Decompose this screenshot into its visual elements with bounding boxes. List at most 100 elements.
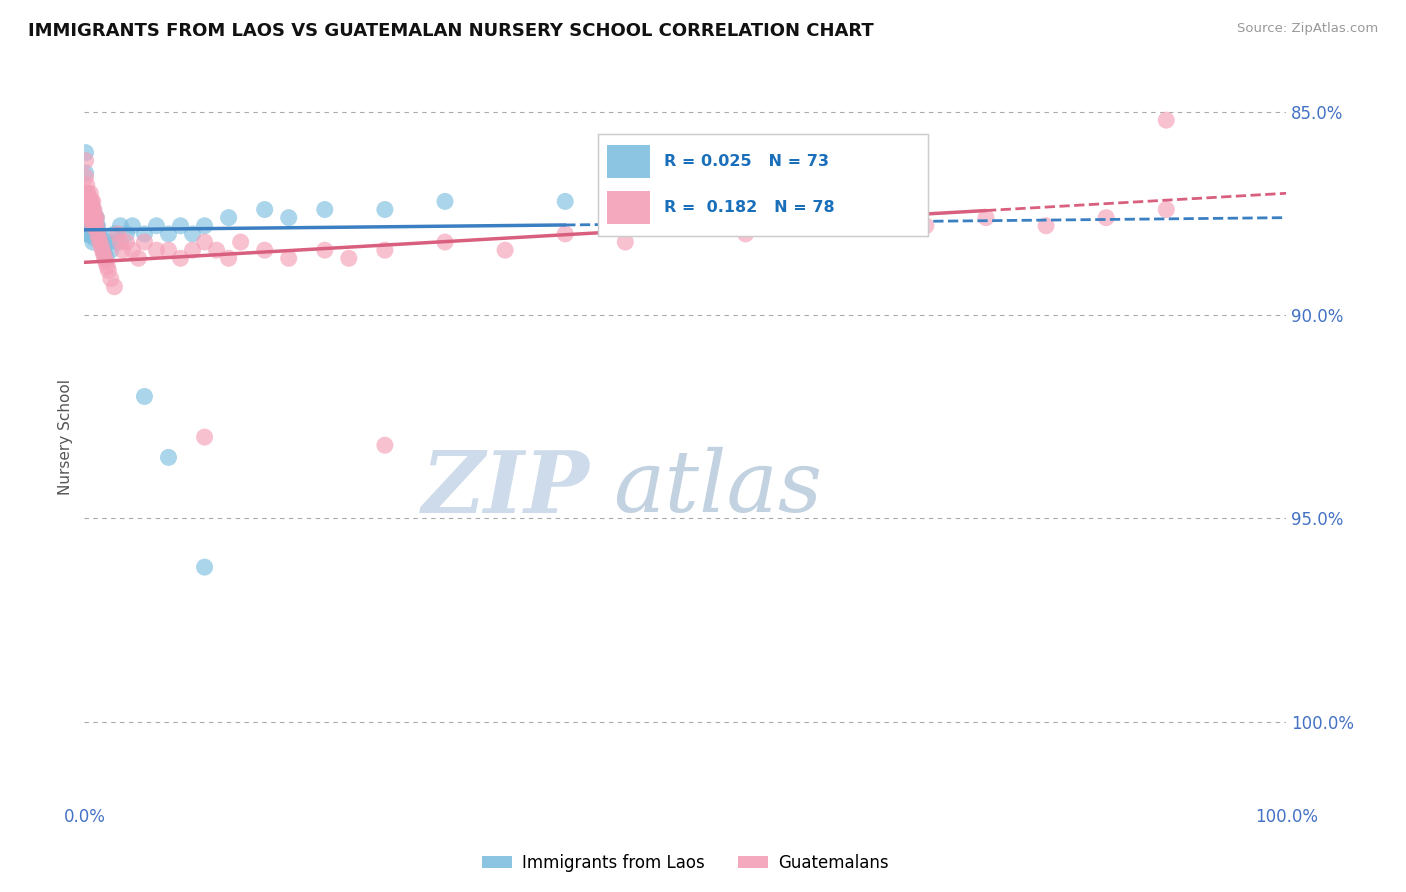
- Point: [494, 243, 516, 257]
- Point: [121, 219, 143, 233]
- Point: [100, 243, 122, 257]
- Point: [86, 211, 108, 225]
- Point: [157, 243, 180, 257]
- Point: [194, 235, 217, 249]
- Point: [77, 202, 100, 217]
- Point: [194, 430, 217, 444]
- Point: [1095, 211, 1118, 225]
- Point: [75, 186, 97, 201]
- Point: [82, 194, 104, 209]
- Point: [1156, 202, 1178, 217]
- Point: [80, 202, 103, 217]
- Point: [79, 194, 101, 209]
- Point: [134, 227, 156, 241]
- Bar: [607, 145, 651, 178]
- Point: [94, 252, 117, 266]
- Point: [90, 239, 112, 253]
- Point: [434, 194, 457, 209]
- Point: [86, 227, 108, 241]
- Point: [554, 227, 576, 241]
- Point: [794, 219, 817, 233]
- Point: [80, 211, 103, 225]
- Point: [82, 235, 104, 249]
- Point: [75, 145, 97, 160]
- Point: [77, 194, 100, 209]
- Point: [79, 186, 101, 201]
- Point: [76, 194, 98, 209]
- Point: [77, 211, 100, 225]
- Point: [218, 211, 240, 225]
- Point: [111, 243, 134, 257]
- Point: [314, 202, 336, 217]
- Point: [134, 235, 156, 249]
- Point: [855, 211, 877, 225]
- Point: [84, 211, 107, 225]
- Point: [84, 211, 107, 225]
- Point: [1035, 219, 1057, 233]
- Point: [105, 235, 128, 249]
- Point: [374, 438, 396, 452]
- Point: [80, 194, 103, 209]
- Point: [86, 219, 108, 233]
- Point: [734, 227, 756, 241]
- Point: [103, 279, 125, 293]
- Point: [134, 389, 156, 403]
- Legend: Immigrants from Laos, Guatemalans: Immigrants from Laos, Guatemalans: [475, 847, 896, 879]
- Point: [1156, 113, 1178, 128]
- Point: [87, 231, 110, 245]
- Point: [86, 219, 108, 233]
- Point: [83, 231, 105, 245]
- Point: [80, 219, 103, 233]
- Point: [86, 211, 108, 225]
- Point: [103, 227, 125, 241]
- Point: [94, 255, 117, 269]
- Point: [107, 227, 129, 241]
- Point: [82, 219, 104, 233]
- Point: [80, 202, 103, 217]
- Point: [83, 215, 105, 229]
- Point: [77, 227, 100, 241]
- Point: [145, 243, 167, 257]
- Point: [91, 239, 114, 253]
- Point: [121, 243, 143, 257]
- Point: [75, 169, 97, 184]
- Point: [974, 211, 997, 225]
- Point: [374, 202, 396, 217]
- Text: R = 0.025   N = 73: R = 0.025 N = 73: [664, 154, 828, 169]
- Point: [205, 243, 228, 257]
- Point: [77, 202, 100, 217]
- Point: [86, 227, 108, 241]
- Point: [89, 231, 111, 245]
- Point: [86, 227, 108, 241]
- Point: [91, 243, 114, 257]
- Point: [77, 186, 100, 201]
- Point: [89, 235, 111, 249]
- Text: R =  0.182   N = 78: R = 0.182 N = 78: [664, 200, 834, 215]
- Point: [115, 227, 138, 241]
- Point: [229, 235, 252, 249]
- Point: [82, 227, 104, 241]
- Point: [83, 211, 105, 225]
- Point: [76, 186, 98, 201]
- Point: [77, 219, 100, 233]
- Point: [110, 235, 132, 249]
- Point: [90, 235, 112, 249]
- Point: [181, 227, 204, 241]
- Point: [84, 219, 107, 233]
- Text: atlas: atlas: [613, 447, 823, 530]
- Point: [79, 202, 101, 217]
- Point: [79, 194, 101, 209]
- Point: [110, 219, 132, 233]
- Point: [82, 202, 104, 217]
- Point: [169, 219, 191, 233]
- Point: [77, 202, 100, 217]
- Point: [84, 219, 107, 233]
- Point: [82, 211, 104, 225]
- Point: [218, 252, 240, 266]
- Point: [82, 211, 104, 225]
- Point: [79, 219, 101, 233]
- Point: [80, 211, 103, 225]
- Point: [337, 252, 360, 266]
- Point: [77, 211, 100, 225]
- Point: [80, 227, 103, 241]
